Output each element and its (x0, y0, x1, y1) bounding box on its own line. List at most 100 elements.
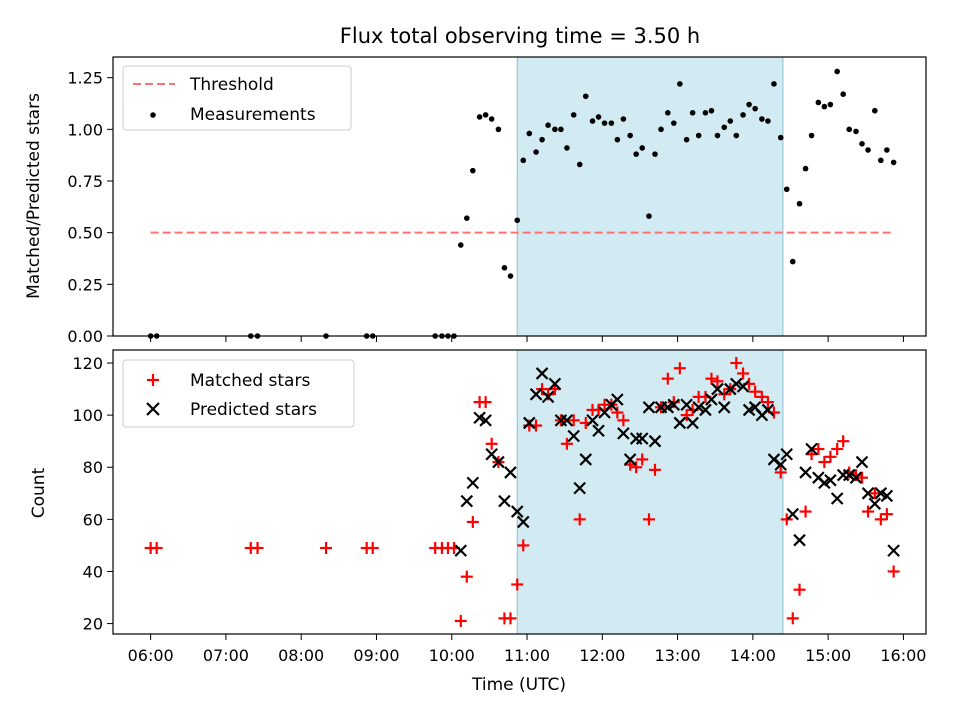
matched-point (485, 437, 498, 450)
matched-point (649, 463, 661, 476)
matched-point (868, 487, 881, 500)
predicted-point (573, 481, 587, 495)
measurement-point (457, 242, 464, 248)
matched-point (517, 539, 530, 552)
bottom-axes-frame (112, 349, 927, 635)
measurement-point (802, 165, 809, 172)
matched-point (673, 362, 686, 375)
measurement-point (614, 136, 621, 143)
predicted-point (761, 403, 775, 417)
predicted-point (868, 497, 882, 511)
matched-point (617, 414, 630, 427)
predicted-point (548, 377, 562, 391)
matched-point (799, 505, 812, 518)
measurement-point (727, 118, 734, 124)
y-tick-label: 80 (83, 458, 103, 477)
predicted-point (667, 398, 681, 411)
matched-point (460, 570, 473, 583)
top-highlight-span (516, 56, 784, 337)
matched-point (661, 372, 674, 385)
legend-matched-label: Matched stars (190, 371, 310, 391)
matched-point (560, 437, 573, 450)
measurement-point (796, 200, 803, 207)
predicted-point (830, 492, 844, 505)
measurement-point (608, 120, 615, 126)
measurement-point (488, 116, 495, 122)
measurement-point (721, 124, 728, 131)
matched-point (511, 578, 524, 591)
matched-point (880, 508, 893, 521)
measurement-point (564, 145, 570, 151)
matched-point (680, 409, 693, 422)
predicted-point (510, 505, 524, 518)
bottom-highlight-span (516, 349, 784, 635)
measurement-point (533, 149, 539, 155)
predicted-point (623, 453, 637, 466)
predicted-point (535, 367, 549, 380)
predicted-point (730, 377, 743, 391)
predicted-point (861, 487, 875, 500)
predicted-point (887, 544, 900, 557)
top-axes-frame (112, 56, 927, 337)
measurement-point (552, 126, 558, 133)
predicted-point (592, 424, 605, 438)
measurement-point (595, 114, 602, 120)
measurement-point (558, 126, 564, 133)
predicted-points (454, 367, 900, 557)
measurement-point (740, 112, 746, 118)
measurement-point (601, 120, 608, 126)
measurement-point (539, 136, 545, 143)
legend-matched-swatch (147, 374, 159, 386)
matched-point (150, 542, 163, 555)
y-tick-label: 0.50 (67, 224, 103, 243)
bottom-y-ticks: 20 40 60 80 100 120 (72, 354, 113, 634)
y-tick-label: 20 (83, 615, 103, 634)
predicted-point (611, 393, 624, 406)
predicted-point (836, 468, 850, 482)
measurement-point (890, 159, 897, 166)
predicted-point (673, 416, 687, 430)
bottom-x-ticks: 06:00 07:00 08:00 09:00 10:00 11:00 12:00 13:00… (128, 634, 926, 665)
predicted-point (880, 489, 894, 503)
matched-point (786, 612, 799, 625)
predicted-point (774, 458, 787, 471)
measurement-point (834, 68, 840, 75)
matched-point (711, 375, 724, 388)
legend-measurements-swatch (150, 112, 156, 118)
measurement-point (520, 157, 527, 164)
measurement-point (507, 273, 514, 279)
predicted-point (717, 401, 731, 414)
top-panel: 0.00 0.25 0.50 0.75 1.00 1.25 Matched/Predict… (24, 56, 927, 346)
predicted-point (635, 432, 649, 445)
x-tick-label: 11:00 (504, 646, 550, 665)
predicted-point (855, 455, 869, 469)
matched-point (366, 542, 379, 555)
predicted-point (567, 429, 580, 443)
predicted-point (466, 476, 480, 490)
matched-point (774, 466, 787, 479)
y-tick-label: 1.00 (67, 120, 103, 139)
predicted-point (711, 382, 724, 396)
x-tick-label: 08:00 (278, 646, 324, 665)
top-legend: Threshold Measurements (122, 65, 352, 131)
predicted-point (460, 494, 474, 508)
matched-point (793, 583, 806, 596)
predicted-point (842, 468, 856, 482)
y-tick-label: 120 (72, 354, 103, 373)
x-tick-label: 09:00 (353, 646, 399, 665)
predicted-point (786, 507, 800, 521)
matched-point (862, 505, 875, 518)
matched-point (831, 443, 844, 456)
predicted-point (492, 455, 505, 469)
predicted-point (799, 466, 812, 479)
predicted-point (648, 434, 662, 448)
matched-point (849, 469, 862, 482)
x-tick-label: 12:00 (579, 646, 625, 665)
measurement-point (746, 101, 752, 108)
predicted-point (699, 403, 712, 417)
matched-point (737, 367, 750, 380)
measurement-point (476, 114, 483, 120)
x-tick-label: 06:00 (128, 646, 174, 665)
measurement-point (495, 126, 502, 133)
